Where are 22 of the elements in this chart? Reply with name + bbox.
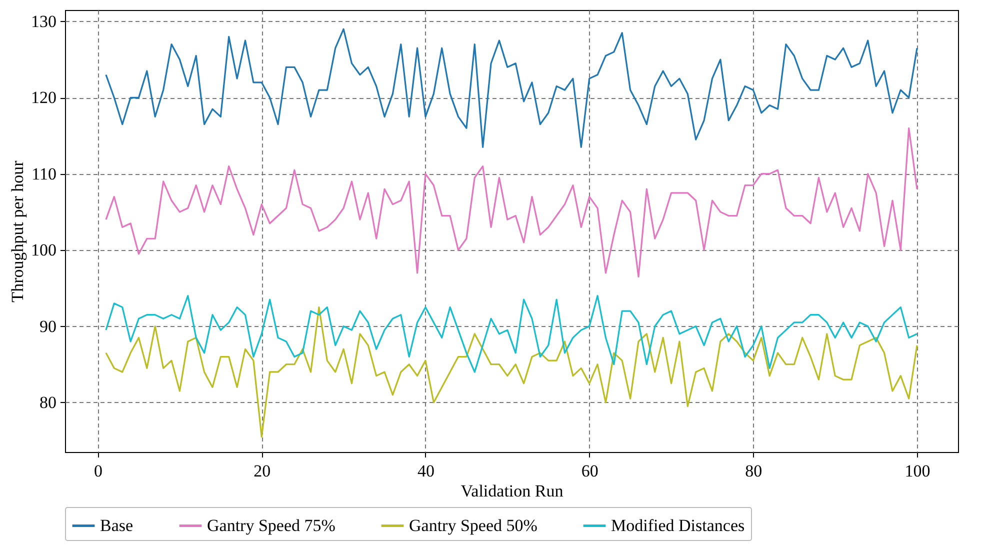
legend-label: Gantry Speed 75% — [207, 516, 336, 535]
line-series — [105, 127, 918, 278]
y-tick-label: 100 — [31, 240, 56, 260]
y-tick-label: 90 — [40, 316, 56, 336]
x-tick-label: 100 — [904, 462, 930, 480]
y-axis-title: Throughput per hour — [8, 160, 27, 302]
x-tick-label: 80 — [745, 462, 762, 480]
legend-label: Gantry Speed 50% — [409, 516, 538, 535]
y-tick-label: 120 — [31, 88, 56, 108]
y-tick-label: 110 — [32, 164, 56, 184]
x-tick-label: 0 — [94, 462, 103, 480]
line-series — [105, 306, 918, 438]
x-tick-label: 60 — [581, 462, 598, 480]
line-series — [105, 28, 918, 148]
legend-label: Modified Distances — [611, 516, 745, 535]
x-tick-label: 20 — [254, 462, 271, 480]
x-axis-title: Validation Run — [460, 482, 564, 500]
legend-label: Base — [100, 516, 134, 535]
x-tick-label: 40 — [417, 462, 434, 480]
line-series — [105, 294, 918, 373]
y-tick-label: 130 — [31, 12, 56, 31]
y-tick-label: 80 — [40, 392, 56, 412]
